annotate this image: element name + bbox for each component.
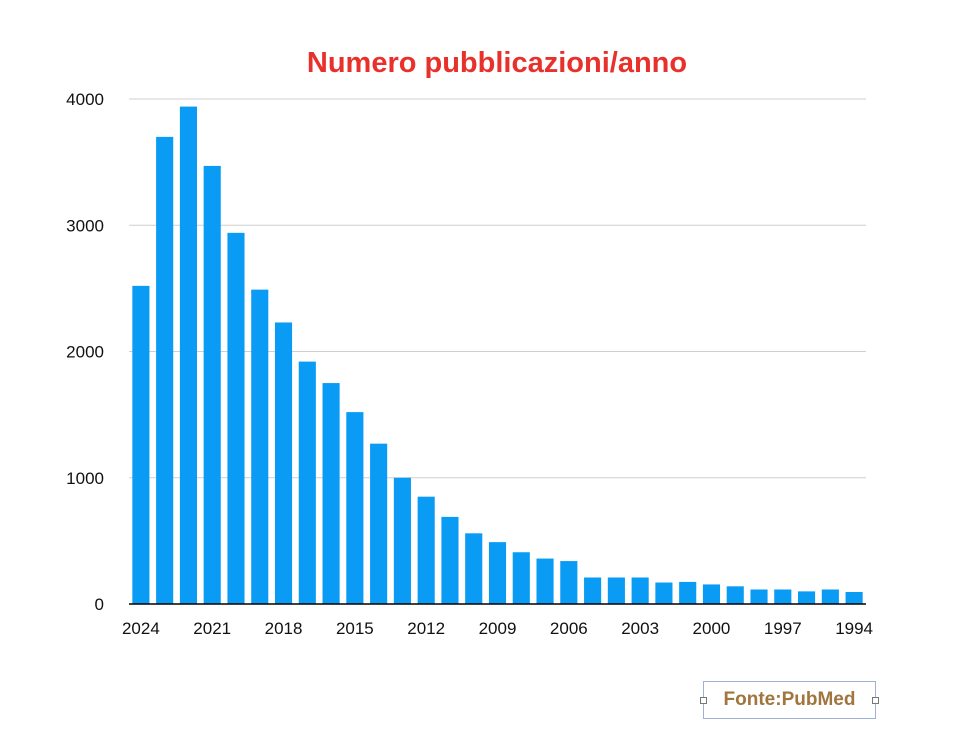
bar-2022: [179, 106, 197, 604]
x-tick-label: 2018: [265, 619, 303, 638]
y-tick-label: 1000: [66, 469, 104, 488]
x-tick-label: 2021: [193, 619, 231, 638]
bar-2021: [203, 165, 221, 604]
resize-handle-left[interactable]: [700, 697, 707, 704]
x-tick-label: 1994: [835, 619, 873, 638]
bar-2002: [655, 582, 673, 604]
bar-1998: [750, 589, 768, 604]
y-tick-label: 0: [95, 595, 104, 614]
bar-2020: [227, 232, 245, 604]
bar-2011: [441, 516, 459, 604]
bar-2013: [393, 477, 411, 604]
bar-2000: [702, 584, 721, 604]
bar-2015: [346, 412, 364, 604]
bar-2005: [584, 577, 602, 604]
bar-2008: [512, 552, 530, 604]
bar-1999: [726, 586, 744, 604]
bar-2012: [417, 496, 435, 604]
bars: [132, 106, 863, 604]
y-tick-label: 2000: [66, 343, 104, 362]
bar-2017: [298, 361, 316, 604]
x-tick-label: 1997: [764, 619, 802, 638]
x-tick-label: 2003: [621, 619, 659, 638]
bar-2023: [156, 136, 174, 604]
bar-1996: [798, 591, 816, 604]
bar-2014: [370, 443, 388, 604]
bar-1994: [845, 592, 863, 604]
y-tick-label: 3000: [66, 216, 104, 235]
x-tick-label: 2015: [336, 619, 374, 638]
bar-2016: [322, 383, 340, 604]
resize-handle-right[interactable]: [872, 697, 879, 704]
x-tick-label: 2006: [550, 619, 588, 638]
bar-2003: [631, 577, 649, 604]
source-label: Fonte:PubMed: [723, 689, 856, 710]
x-tick-label: 2000: [693, 619, 731, 638]
x-tick-label: 2012: [407, 619, 445, 638]
bar-2019: [251, 289, 269, 604]
bar-2006: [560, 561, 578, 604]
y-axis-tick-labels: 0 1000 2000 3000 4000: [66, 90, 104, 614]
bar-2007: [536, 558, 554, 604]
bar-1997: [774, 589, 792, 604]
x-tick-label: 2009: [479, 619, 517, 638]
bar-2001: [679, 581, 697, 604]
y-tick-label: 4000: [66, 90, 104, 109]
source-label-box[interactable]: Fonte:PubMed: [700, 681, 879, 719]
bar-2009: [488, 542, 507, 604]
bar-1995: [821, 589, 839, 604]
bar-2018: [274, 322, 293, 604]
bar-2024: [132, 285, 150, 604]
x-tick-label: 2024: [122, 619, 160, 638]
chart-title: Numero pubblicazioni/anno: [307, 47, 687, 79]
bar-2010: [465, 533, 483, 604]
x-axis-tick-labels: 2024 2021 2018 2015 2012 2009 2006 2003 2000 1997…: [122, 619, 873, 638]
bar-2004: [607, 577, 625, 604]
